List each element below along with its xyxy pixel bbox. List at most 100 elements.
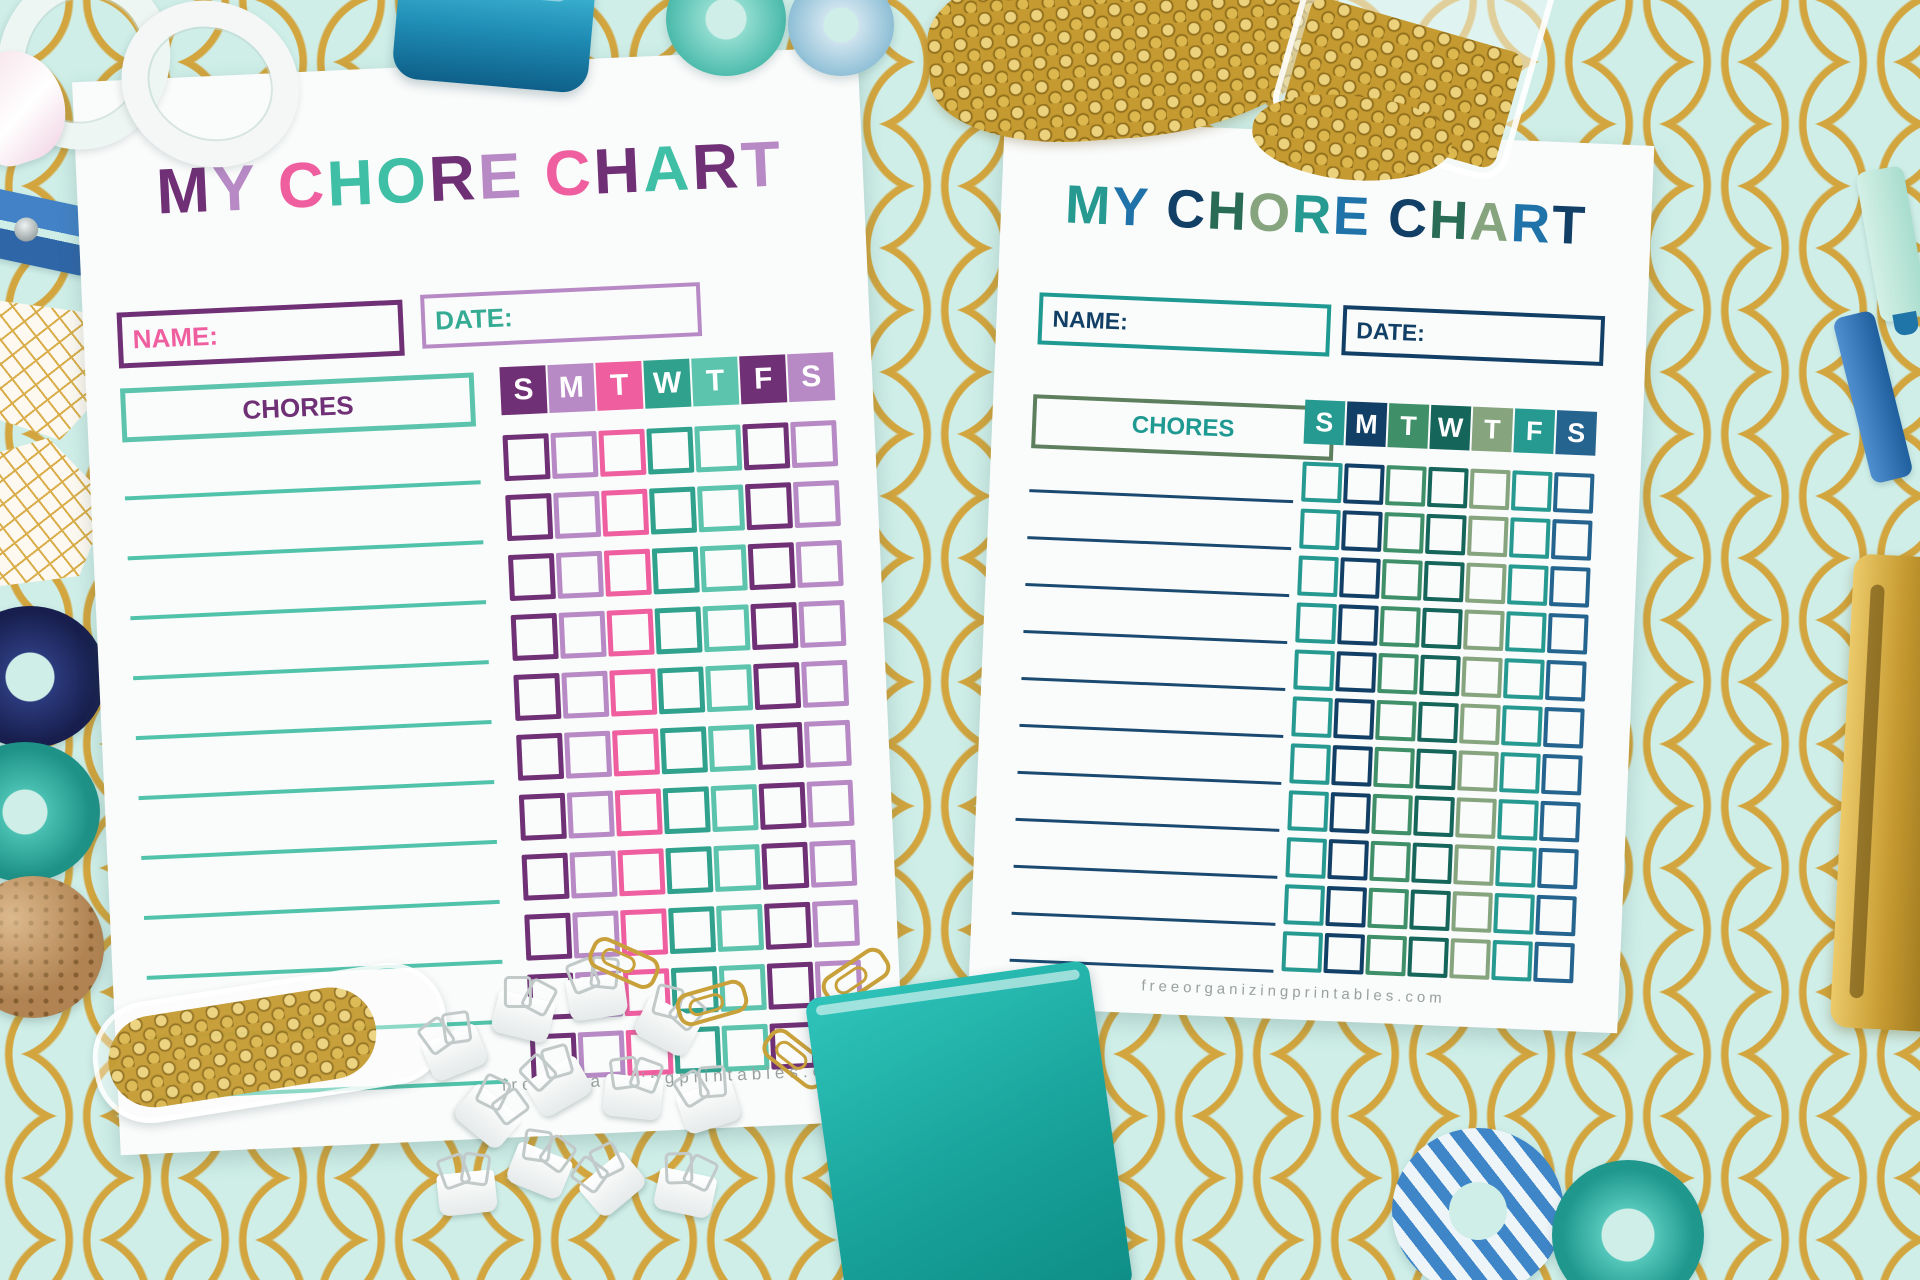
checkbox [1369, 840, 1411, 883]
checkbox [798, 599, 847, 648]
chore-line [1023, 630, 1288, 645]
checkbox [705, 664, 754, 713]
chores-label: CHORES [1131, 411, 1235, 443]
checkbox [1449, 938, 1491, 980]
checkbox [747, 542, 796, 591]
binder-clip [652, 1166, 718, 1220]
checkbox [659, 726, 708, 775]
title-letter: O [374, 143, 431, 218]
checkbox [1339, 557, 1381, 599]
binder-clip [577, 1150, 649, 1220]
teal-washi-roll-bottom [1552, 1160, 1704, 1280]
checkbox [1375, 699, 1417, 742]
chart-title: MY CHORE CHART [1000, 171, 1652, 260]
navy-washi-roll [0, 606, 106, 748]
checkbox [1335, 651, 1377, 693]
checkbox [510, 612, 559, 661]
name-label: NAME: [1052, 305, 1129, 335]
checkbox [502, 433, 551, 482]
checkbox [1287, 790, 1329, 832]
binder-clip [451, 1082, 523, 1152]
checkbox [1497, 799, 1539, 841]
checkbox [1325, 885, 1367, 928]
checkbox [561, 670, 610, 719]
date-label: DATE: [434, 302, 514, 336]
chores-label: CHORES [241, 389, 355, 425]
checkbox [1333, 698, 1375, 740]
checkbox [1546, 612, 1589, 655]
date-box: DATE: [420, 282, 703, 349]
title-letter: Y [1110, 176, 1151, 238]
title-letter: M [1064, 174, 1114, 237]
name-label: NAME: [132, 320, 219, 355]
checkbox [753, 661, 802, 711]
title-letter: R [1290, 183, 1335, 246]
checkbox [1505, 611, 1547, 653]
checkbox [1539, 800, 1581, 843]
checkbox [612, 728, 661, 777]
title-letter: H [1205, 180, 1250, 243]
chore-line [1029, 489, 1294, 504]
checkbox [513, 672, 562, 721]
title-letter: C [276, 147, 329, 223]
chore-line [1013, 864, 1278, 879]
name-box: NAME: [1037, 292, 1332, 357]
checkbox [1367, 887, 1409, 930]
checkbox [657, 666, 706, 715]
cork-ball [0, 876, 104, 1018]
chore-line [133, 660, 489, 681]
checkbox [555, 550, 604, 599]
checkbox [1383, 512, 1425, 554]
checkbox [1373, 746, 1415, 789]
chore-line [130, 600, 487, 621]
title-letter: E [1331, 185, 1373, 248]
chore-line [135, 720, 492, 741]
checkbox [665, 846, 714, 895]
title-letter: T [739, 127, 785, 202]
checkbox [603, 548, 652, 597]
teal-notebook [804, 959, 1134, 1280]
checkbox [1415, 748, 1457, 791]
date-box: DATE: [1341, 305, 1606, 367]
day-header-T: T [1387, 403, 1430, 449]
title-letter: R [427, 141, 480, 216]
binder-clip [601, 1073, 665, 1121]
checkbox [553, 490, 602, 539]
chore-line [141, 839, 498, 861]
chore-line [1025, 583, 1290, 598]
checkbox [1385, 465, 1427, 507]
checkbox [694, 424, 743, 473]
checkbox [1331, 745, 1373, 787]
checkbox [1337, 604, 1379, 646]
chore-line [1011, 911, 1276, 926]
checkbox [803, 719, 852, 768]
checkbox [1365, 934, 1407, 977]
checkbox [1501, 705, 1543, 747]
checkbox [516, 732, 565, 781]
checkbox [550, 430, 599, 479]
title-letter: H [1427, 189, 1472, 252]
checkbox [1417, 701, 1459, 744]
checkbox [1466, 515, 1509, 558]
day-header-S: S [1303, 399, 1346, 446]
chore-lines [1009, 450, 1295, 973]
day-header-W: W [643, 358, 692, 409]
checkbox [1293, 649, 1335, 692]
checkbox [702, 604, 751, 653]
checkbox [1283, 884, 1326, 926]
checkbox [707, 724, 756, 773]
checkbox [601, 488, 650, 537]
day-header-W: W [1429, 404, 1472, 451]
checkbox [1291, 696, 1333, 738]
checkbox [1537, 847, 1579, 890]
chore-line [143, 899, 500, 920]
checkbox [505, 493, 554, 542]
title-letter: R [1509, 193, 1554, 255]
checkbox [1343, 463, 1385, 505]
checkbox [809, 839, 858, 888]
binder-clip [420, 1022, 490, 1084]
title-letter: T [1550, 194, 1589, 257]
checkbox [1323, 932, 1366, 975]
checkbox [609, 668, 658, 717]
